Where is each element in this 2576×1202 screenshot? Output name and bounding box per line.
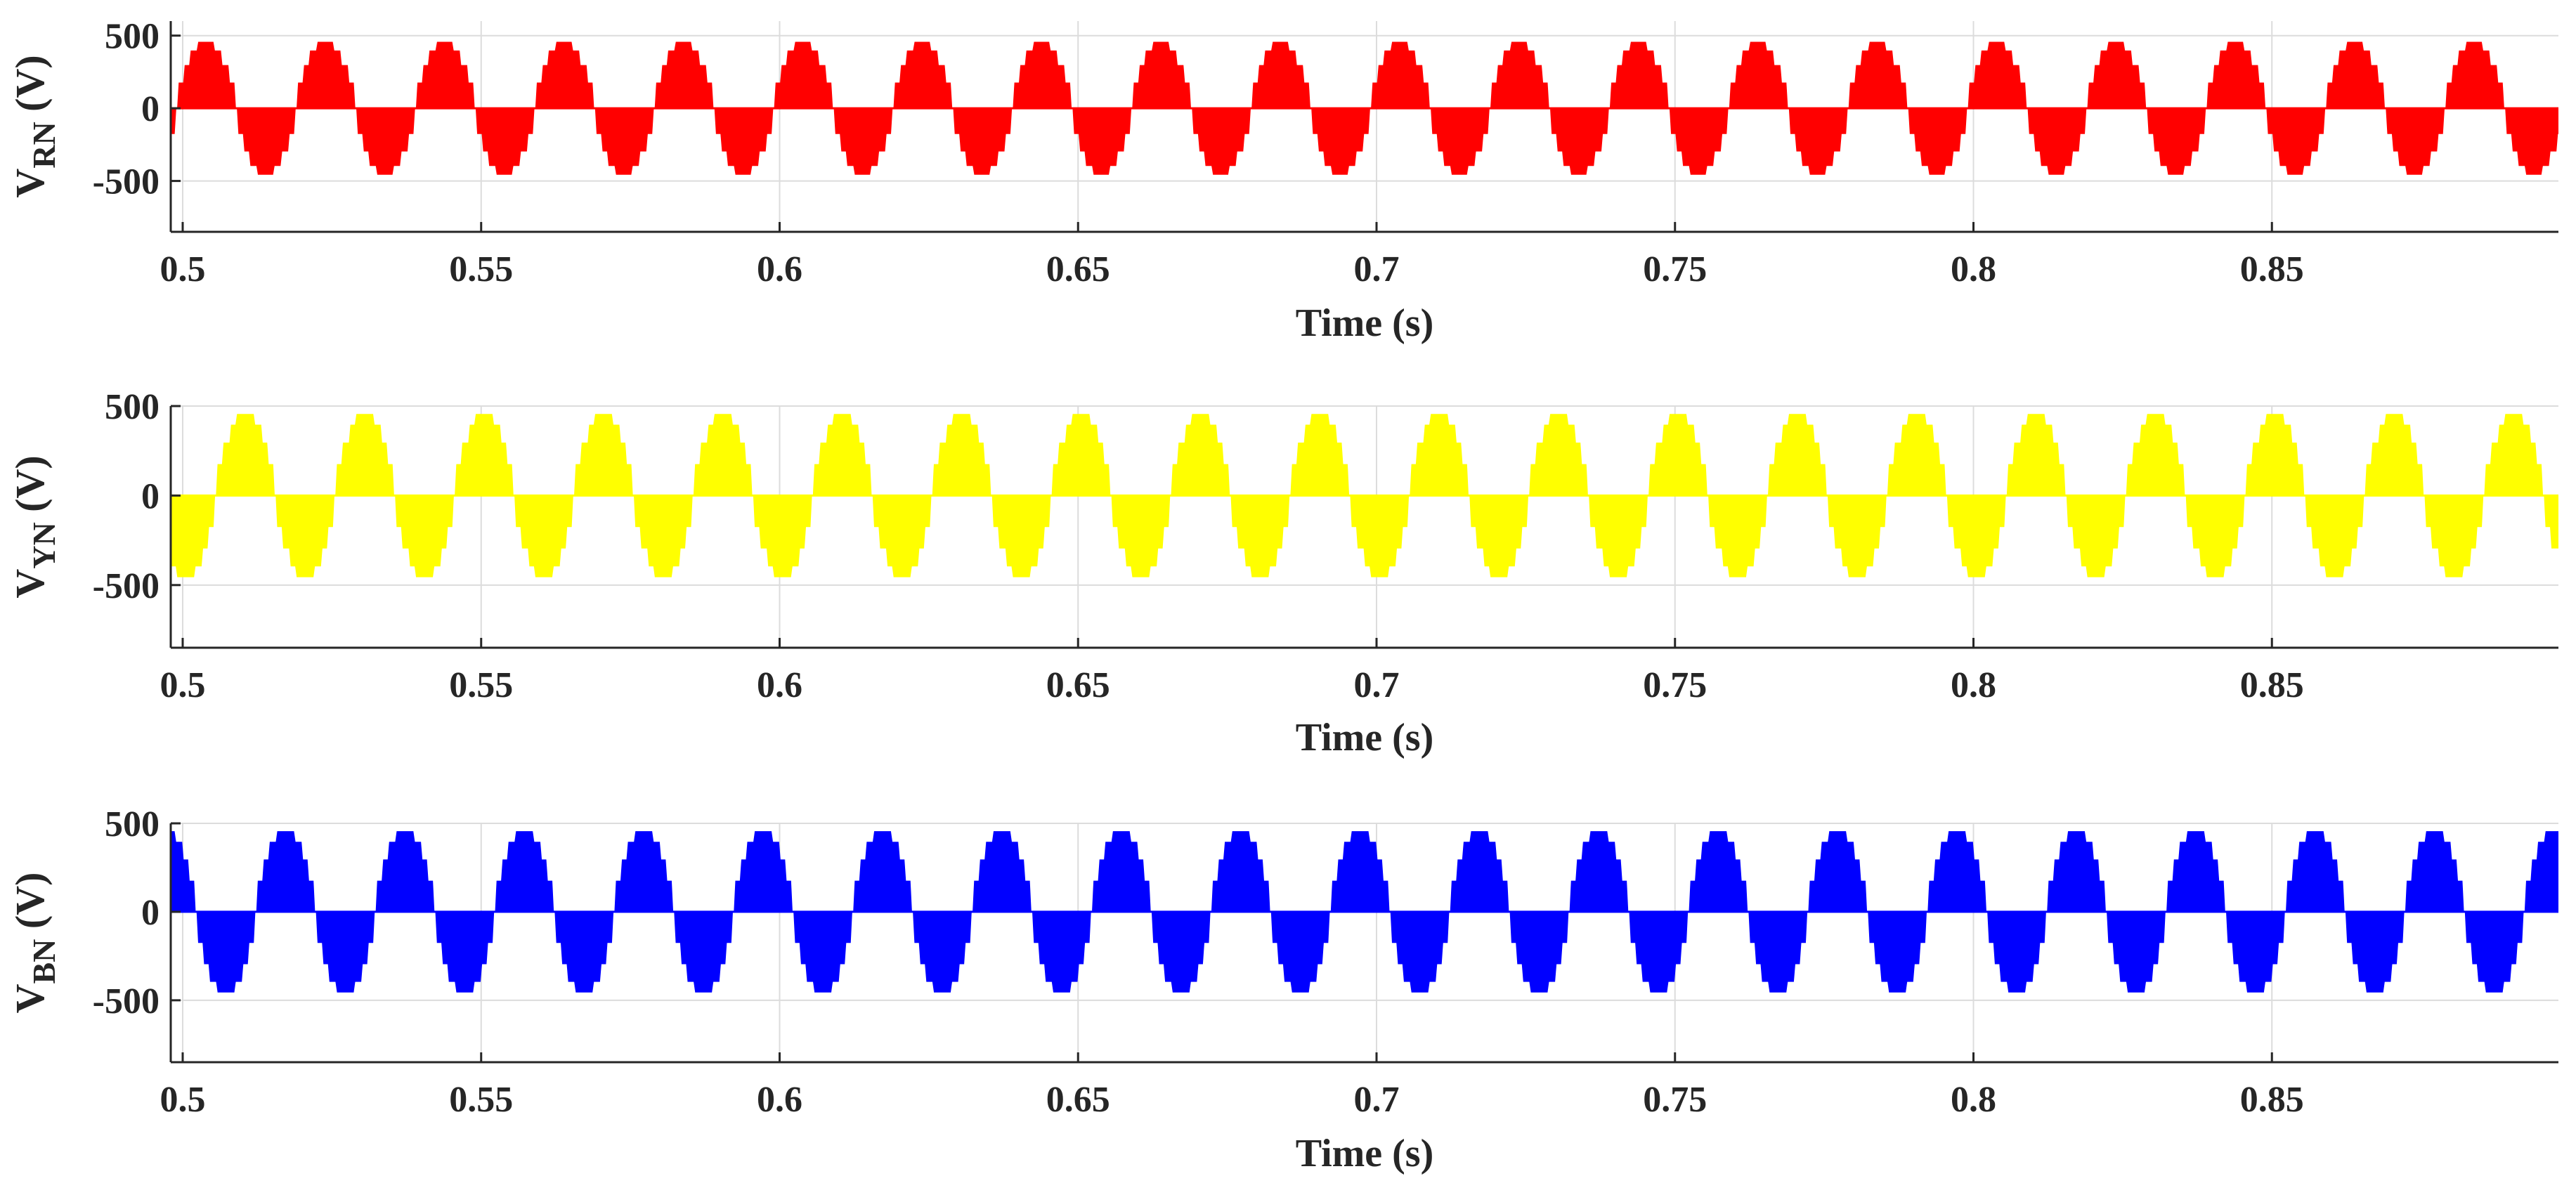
- y-tick-label: -500: [93, 981, 160, 1021]
- waveform-series: [171, 831, 2558, 993]
- x-tick-label: 0.65: [1046, 249, 1110, 289]
- y-axis-label-unit: (V): [7, 55, 53, 122]
- waveform-series: [171, 414, 2558, 577]
- x-tick-label: 0.55: [449, 665, 513, 705]
- y-axis-label-main: V: [7, 984, 53, 1013]
- subplot-bottom: 0.5 0.55 0.6 0.65 0.7 0.75 0.8 0.85 -500 0 500 Time…: [7, 804, 2558, 1175]
- x-axis-label: Time (s): [1296, 301, 1434, 345]
- y-tick-label: 0: [141, 89, 160, 129]
- x-tick-label: 0.6: [757, 665, 802, 705]
- x-tick-label: 0.5: [160, 665, 205, 705]
- x-tick-label: 0.75: [1643, 1080, 1707, 1120]
- y-tick-label: 500: [105, 804, 160, 844]
- y-axis-label-subscript: RN: [26, 122, 62, 168]
- x-tick-label: 0.5: [160, 1080, 205, 1120]
- x-tick-label: 0.65: [1046, 1080, 1110, 1120]
- y-axis-label-subscript: YN: [26, 522, 62, 568]
- x-tick-label: 0.8: [1951, 249, 1996, 289]
- y-axis-label-unit: (V): [7, 873, 53, 939]
- y-axis-label-subscript: BN: [26, 939, 62, 984]
- x-tick-label: 0.8: [1951, 665, 1996, 705]
- x-axis-label: Time (s): [1296, 1132, 1434, 1175]
- x-tick-label: 0.85: [2240, 249, 2304, 289]
- y-axis-label-main: V: [7, 169, 53, 198]
- y-tick-label: -500: [93, 566, 160, 606]
- x-tick-label: 0.5: [160, 249, 205, 289]
- x-tick-label: 0.75: [1643, 249, 1707, 289]
- x-tick-label: 0.6: [757, 1080, 802, 1120]
- y-axis-label: VYN (V): [7, 455, 62, 598]
- x-tick-label: 0.55: [449, 1080, 513, 1120]
- y-tick-label: 500: [105, 387, 160, 427]
- y-tick-label: 0: [141, 476, 160, 516]
- subplot-top: 0.5 0.55 0.6 0.65 0.7 0.75 0.8 0.85 -500 0 500 Time…: [7, 17, 2558, 345]
- y-tick-label: 0: [141, 893, 160, 933]
- y-axis-label: VRN (V): [7, 55, 62, 197]
- x-tick-label: 0.6: [757, 249, 802, 289]
- x-tick-label: 0.7: [1353, 249, 1399, 289]
- x-tick-label: 0.7: [1353, 665, 1399, 705]
- y-tick-label: 500: [105, 17, 160, 57]
- y-axis-label: VBN (V): [7, 873, 62, 1014]
- subplot-middle: 0.5 0.55 0.6 0.65 0.7 0.75 0.8 0.85 -500 0 500 Time…: [7, 387, 2558, 759]
- waveform-series: [171, 41, 2558, 175]
- x-tick-label: 0.85: [2240, 665, 2304, 705]
- y-axis-label-unit: (V): [7, 455, 53, 522]
- x-tick-label: 0.65: [1046, 665, 1110, 705]
- x-tick-label: 0.85: [2240, 1080, 2304, 1120]
- x-axis-label: Time (s): [1296, 716, 1434, 759]
- x-tick-label: 0.55: [449, 249, 513, 289]
- x-tick-label: 0.8: [1951, 1080, 1996, 1120]
- y-axis-label-main: V: [7, 569, 53, 599]
- x-tick-label: 0.7: [1353, 1080, 1399, 1120]
- x-tick-label: 0.75: [1643, 665, 1707, 705]
- y-tick-label: -500: [93, 162, 160, 202]
